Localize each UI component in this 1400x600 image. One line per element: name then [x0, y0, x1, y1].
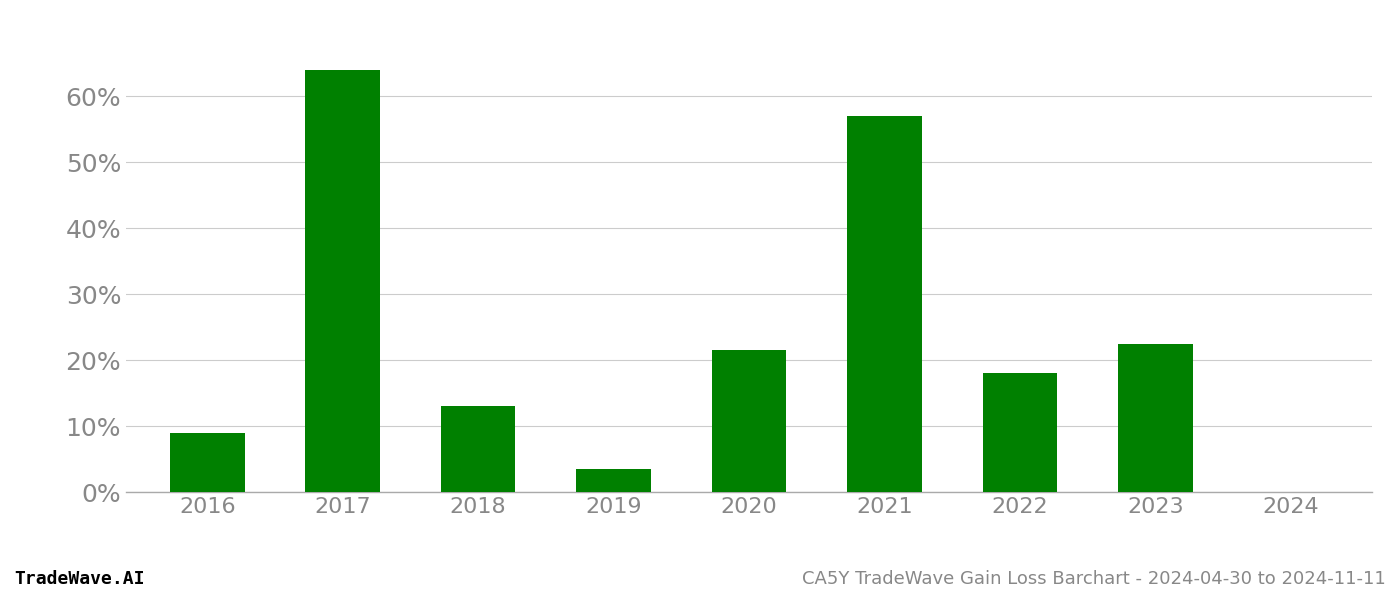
- Bar: [1119, 343, 1193, 492]
- Bar: [577, 469, 651, 492]
- Bar: [847, 116, 921, 492]
- Bar: [983, 373, 1057, 492]
- Bar: [169, 433, 245, 492]
- Bar: [711, 350, 787, 492]
- Bar: [441, 406, 515, 492]
- Text: CA5Y TradeWave Gain Loss Barchart - 2024-04-30 to 2024-11-11: CA5Y TradeWave Gain Loss Barchart - 2024…: [802, 570, 1386, 588]
- Text: TradeWave.AI: TradeWave.AI: [14, 570, 144, 588]
- Bar: [305, 70, 379, 492]
